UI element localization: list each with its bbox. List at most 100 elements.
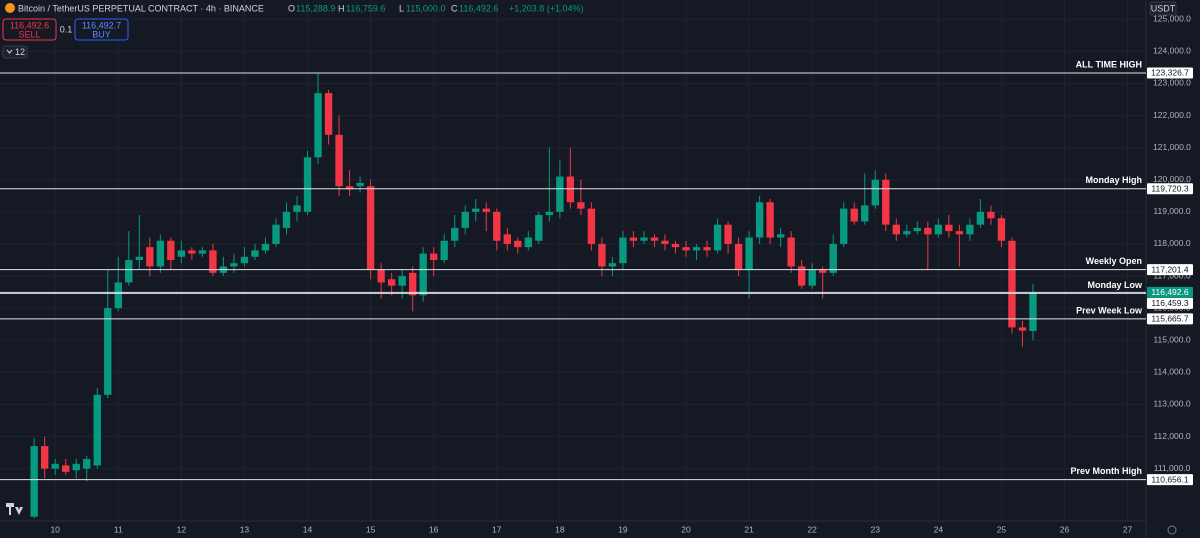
candle-body [703,247,711,251]
candle-body [230,263,238,267]
candle-body [629,237,638,241]
y-tick-label: 124,000.0 [1153,46,1191,56]
candle-body [682,247,690,251]
candle-body [924,227,932,235]
candle-body [1008,240,1016,328]
level-tag [1147,264,1193,276]
x-tick-label: 18 [555,524,565,534]
y-tick-label: 112,000.0 [1153,431,1190,441]
candle-body [808,269,816,286]
candle-body [398,276,406,286]
y-tick-label: 114,000.0 [1153,367,1190,377]
candle-body [51,463,59,469]
candle-body [840,208,848,244]
candle-body [146,247,154,267]
candle-body [356,182,364,187]
x-tick-label: 17 [492,524,502,534]
candle-body [83,459,91,469]
currency[interactable]: USDT [1151,3,1176,13]
level-tag-label: 115,665.7 [1151,314,1188,324]
sell-price[interactable]: 116,492.6 [10,20,49,30]
candle-body [692,247,701,251]
level-name: Prev Month High [1071,466,1143,476]
ohlc-value: 115,000.0 [406,3,445,13]
candle-body [829,243,837,273]
buy-price[interactable]: 116,492.7 [82,20,121,30]
level-tag [1147,474,1193,486]
ohlc-key: L [399,3,404,13]
level-tag [1147,67,1193,79]
candle-body [303,157,312,212]
candle-body [934,224,943,235]
candle-body [104,308,112,395]
indicator-count[interactable]: 12 [15,47,25,57]
candle-body [93,394,101,466]
candle-body [903,231,911,235]
buy-label[interactable]: BUY [92,29,111,39]
candle-body [745,237,753,270]
level-tag-label: 110,656.1 [1151,474,1188,484]
candle-body [945,224,953,232]
ohlc-key: H [338,3,345,13]
x-tick-label: 26 [1060,524,1070,534]
candle-body [577,202,585,209]
candle-body [366,186,375,270]
x-tick-label: 27 [1123,524,1133,534]
y-tick-label: 121,000.0 [1153,142,1191,152]
y-tick-label: 125,000.0 [1153,14,1191,24]
candle-body [41,446,49,469]
candle-body [861,205,869,222]
symbol-title: Bitcoin / TetherUS PERPETUAL CONTRACT · … [18,3,264,13]
candle-body [566,176,575,203]
candle-body [734,243,743,270]
candle-body [787,237,795,267]
candle-body [293,205,301,212]
candle-body [209,250,217,273]
candle-body [598,243,606,267]
y-tick-label: 119,000.0 [1153,206,1190,216]
level-name: Weekly Open [1086,256,1142,266]
sell-button[interactable] [2,18,57,41]
settings-icon[interactable] [1167,525,1177,535]
candle-body [819,269,827,273]
candle-body [514,240,522,248]
candle-body [850,208,858,222]
candle-body [976,211,985,225]
coin-icon [5,3,15,13]
candle-body [713,224,722,251]
candle-body [556,176,564,212]
buy-button[interactable] [74,18,129,41]
level-name: Monday Low [1088,280,1143,290]
price-change: +1,203.8 (+1.04%) [509,3,584,13]
candle-body [62,465,70,472]
currency-select[interactable] [1149,1,1177,16]
candle-body [587,208,596,244]
candle-body [987,211,995,219]
ohlc-key: O [288,3,295,13]
y-tick-label: 111,000.0 [1154,463,1191,473]
level-tag-label: 117,201.4 [1151,264,1188,274]
candle-body [1018,327,1027,331]
level-tag-label: 123,326.7 [1151,68,1189,78]
plot [0,0,1146,520]
candle-body [797,266,806,286]
candle-body [472,208,480,212]
candle-body [114,282,122,309]
candle-body [135,256,143,260]
x-tick-label: 13 [240,524,250,534]
candle-body [377,269,385,283]
ohlc-value: 115,288.9 [296,3,335,13]
x-tick-label: 21 [744,524,754,534]
candle-body [282,211,291,228]
sell-label[interactable]: SELL [18,29,40,39]
header: Bitcoin / TetherUS PERPETUAL CONTRACT · … [2,1,1177,535]
x-tick-label: 15 [366,524,376,534]
candle-body [524,237,532,248]
level-name: Monday High [1086,175,1143,185]
last-price-label: 116,492.6 [1151,287,1188,297]
candle-body [503,234,511,244]
x-tick-label: 24 [934,524,944,534]
indicators-toggle[interactable] [2,45,28,59]
order-quantity[interactable]: 0.1 [60,24,73,34]
